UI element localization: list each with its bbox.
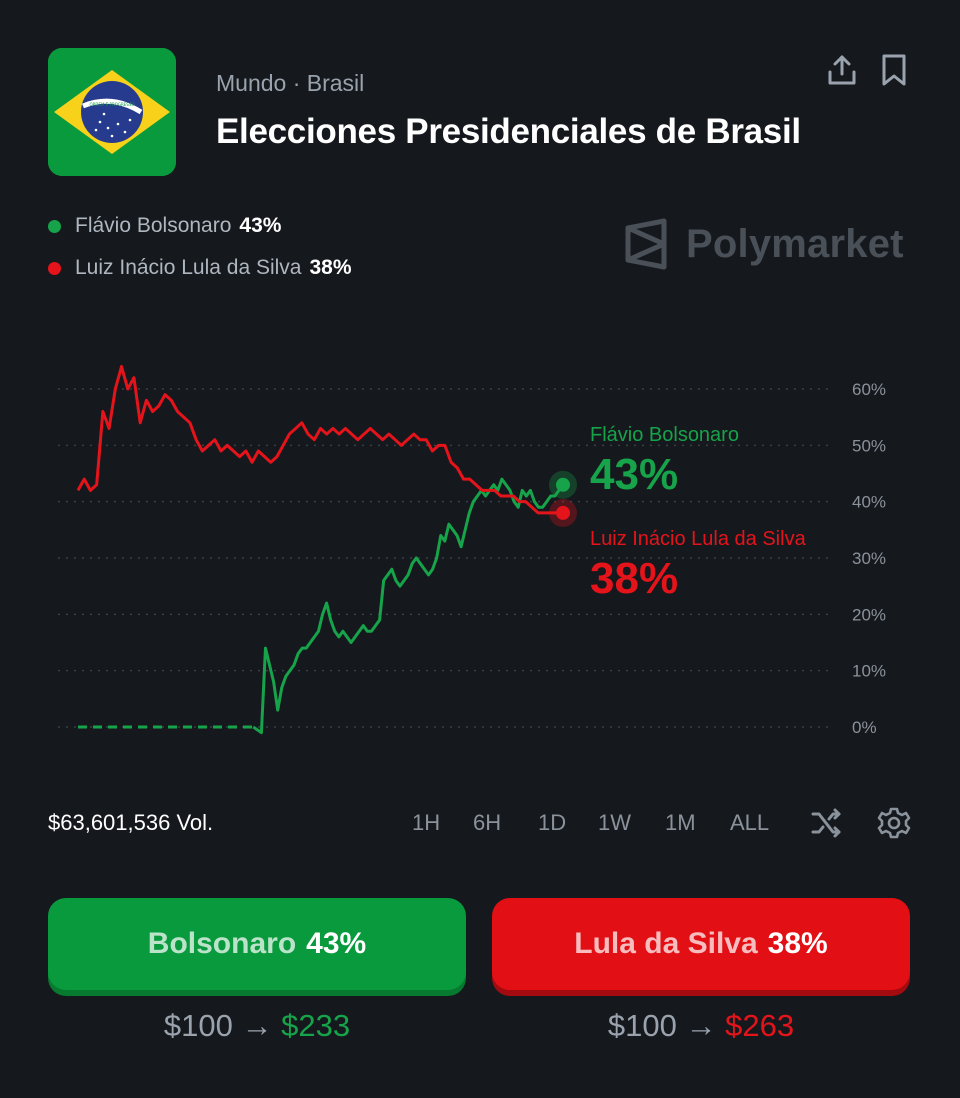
y-tick-label: 40% (852, 493, 886, 512)
legend-pct: 43% (239, 214, 282, 237)
legend-name: Flávio Bolsonaro (75, 214, 232, 237)
series-end-dot (556, 505, 570, 520)
series-bolsonaro-line (252, 477, 565, 735)
payout-win: $263 (725, 1008, 795, 1043)
payout-win: $233 (281, 1008, 351, 1043)
buy-bolsonaro-button[interactable]: Bolsonaro 43% (48, 898, 466, 990)
y-tick-label: 30% (852, 549, 886, 568)
end-label-value-bottom: 38% (590, 554, 678, 603)
buy-lula-button[interactable]: Lula da Silva 38% (492, 898, 910, 990)
button-pct: 43% (306, 927, 367, 960)
shuffle-icon[interactable] (809, 806, 843, 840)
y-tick-label: 60% (852, 380, 886, 399)
range-1w[interactable]: 1W (598, 810, 631, 835)
svg-text:ORDEM E PROGRESSO: ORDEM E PROGRESSO (89, 102, 134, 107)
green-dot-icon (48, 219, 61, 233)
legend-pct: 38% (309, 256, 352, 279)
legend-item-bolsonaro: Flávio Bolsonaro 43% (48, 214, 281, 238)
volume-label: $63,601,536 Vol. (48, 810, 214, 835)
y-tick-label: 10% (852, 662, 886, 681)
red-dot-icon (48, 261, 61, 275)
button-pct: 38% (767, 927, 828, 960)
breadcrumb[interactable]: Mundo · Brasil (216, 70, 365, 96)
payout-lula: $100 → $263 (492, 1008, 910, 1044)
brazil-flag-icon: ORDEM E PROGRESSO (48, 48, 176, 176)
button-candidate-name: Bolsonaro (147, 927, 297, 960)
end-label-name-bottom: Luiz Inácio Lula da Silva (590, 528, 807, 550)
y-tick-label: 50% (852, 436, 886, 455)
share-icon[interactable] (824, 52, 860, 88)
payout-bolsonaro: $100 → $233 (48, 1008, 466, 1044)
end-label-name-top: Flávio Bolsonaro (590, 424, 739, 446)
page-title: Elecciones Presidenciales de Brasil (216, 112, 801, 151)
button-candidate-name: Lula da Silva (574, 927, 758, 960)
range-1d[interactable]: 1D (538, 810, 567, 835)
range-1h[interactable]: 1H (412, 810, 441, 835)
legend-name: Luiz Inácio Lula da Silva (75, 256, 302, 279)
brand-name: Polymarket (686, 221, 904, 266)
series-end-dot (556, 477, 570, 492)
end-label-value-top: 43% (590, 450, 678, 499)
time-range-selector: 1H 6H 1D 1W 1M ALL (0, 810, 960, 840)
legend-item-lula: Luiz Inácio Lula da Silva 38% (48, 256, 352, 280)
bookmark-icon[interactable] (876, 52, 912, 88)
polymarket-logo: Polymarket (624, 218, 904, 270)
payout-stake: $100 (607, 1008, 677, 1043)
range-6h[interactable]: 6H (473, 810, 502, 835)
settings-gear-icon[interactable] (877, 806, 911, 840)
y-tick-label: 0% (852, 718, 877, 737)
series-lula-line (76, 364, 563, 515)
range-all[interactable]: ALL (730, 810, 770, 835)
arrow-right-icon: → (685, 1008, 717, 1043)
price-chart: 60% 50% 40% 30% 20% 10% 0% Flávio Bolsonaro 43… (58, 364, 886, 737)
range-1m[interactable]: 1M (665, 810, 696, 835)
y-tick-label: 20% (852, 605, 886, 624)
payout-stake: $100 (163, 1008, 233, 1043)
polymarket-icon (625, 218, 667, 270)
arrow-right-icon: → (241, 1008, 273, 1043)
